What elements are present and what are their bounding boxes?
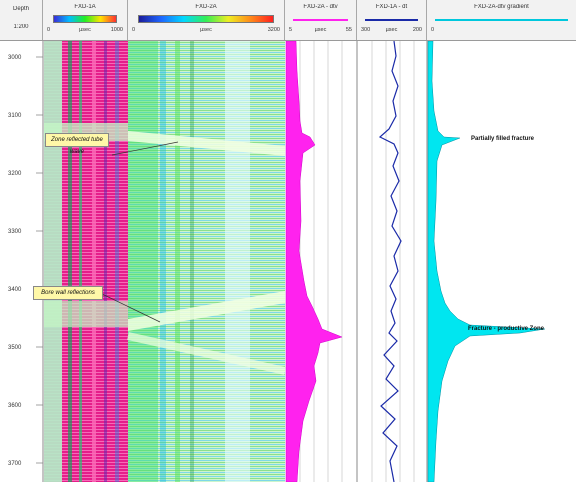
depth-tick-label: 3100 [8, 113, 22, 119]
curve-legend-line [365, 19, 418, 21]
depth-tick-label: 3300 [8, 229, 22, 235]
dtv-curve [285, 41, 343, 482]
annotation-partially-filled: Partially filled fracture [471, 136, 535, 142]
annotation-arrow [111, 141, 179, 156]
depth-tick-label: 3400 [8, 287, 22, 293]
track-title: FXD-2A - dtv [303, 4, 338, 10]
curve-legend-line [293, 19, 348, 21]
depth-tick-label: 3200 [8, 171, 22, 177]
annotation-zone-reflected: Zone reflected tube wave [45, 133, 109, 155]
curve-legend-line [435, 19, 568, 21]
waveform-track-fxd1a [44, 41, 128, 482]
depth-scale: 1:200 [13, 24, 29, 30]
color-scale-bar [53, 15, 117, 23]
track-scale: 0 µsec 3200 [132, 27, 280, 33]
depth-header: Depth 1:200 [0, 0, 43, 40]
track-header-fxd2a[interactable]: FXD-2A 0 µsec 3200 [128, 0, 285, 40]
track-scale: 0 µsec 1000 [47, 27, 123, 33]
depth-tick-label: 3700 [8, 461, 22, 467]
dt-gridlines [371, 41, 415, 482]
track-scale: 5 µsec 55 [289, 27, 352, 33]
track-scale: 300 µsec 200 [361, 27, 422, 33]
depth-labels: 3000 3100 3200 3300 3400 3500 3600 3700 [8, 55, 43, 467]
gradient-curve [427, 41, 546, 482]
track-header-fxd2a-dtv[interactable]: FXD-2A - dtv 5 µsec 55 [285, 0, 357, 40]
track-title: FXD-2A [195, 4, 217, 10]
track-header-fxd1a-dt[interactable]: FXD-1A - dt 300 µsec 200 [357, 0, 427, 40]
track-scale: 0 [431, 27, 435, 33]
track-header-gradient[interactable]: FXD-2A-dtv gradient 0 [427, 0, 576, 40]
annotation-arrow [99, 292, 161, 323]
annotation-fracture-zone: Fracture - productive Zone [468, 326, 545, 332]
track-title: FXD-2A-dtv gradient [474, 4, 529, 10]
track-header: Depth 1:200 FXD-1A 0 µsec 1000 FXD-2A 0 … [0, 0, 576, 41]
log-plot: 3000 3100 3200 3300 3400 3500 3600 3700 [0, 41, 546, 482]
color-scale-bar [138, 15, 274, 23]
track-title: FXD-1A - dt [375, 4, 408, 10]
annotation-borehole-reflections: Bore wall reflections [33, 286, 103, 300]
track-title: FXD-1A [74, 4, 96, 10]
dt-curve [378, 41, 402, 482]
depth-tick-label: 3600 [8, 403, 22, 409]
depth-title: Depth [12, 6, 29, 12]
depth-tick-label: 3000 [8, 55, 22, 61]
waveform-track-fxd2a [127, 41, 286, 482]
track-header-fxd1a[interactable]: FXD-1A 0 µsec 1000 [43, 0, 128, 40]
depth-tick-label: 3500 [8, 345, 22, 351]
depth-track [0, 41, 43, 482]
